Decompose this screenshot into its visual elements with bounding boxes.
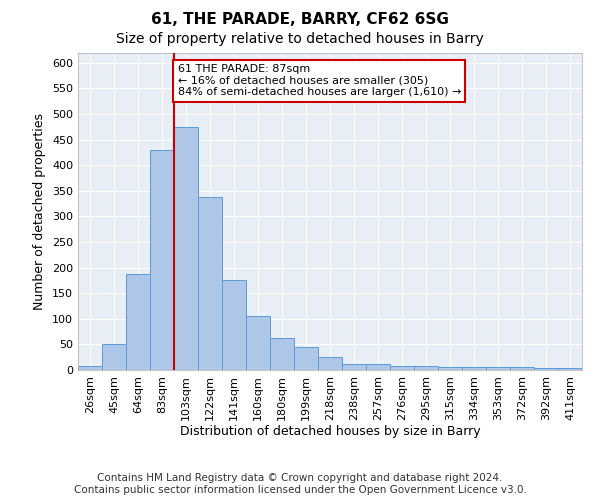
Bar — [414, 366, 438, 370]
Bar — [486, 368, 510, 370]
Bar — [270, 338, 294, 370]
Bar — [222, 280, 246, 370]
Bar — [318, 357, 342, 370]
Y-axis label: Number of detached properties: Number of detached properties — [34, 113, 46, 310]
X-axis label: Distribution of detached houses by size in Barry: Distribution of detached houses by size … — [179, 426, 481, 438]
Bar — [390, 366, 414, 370]
Bar — [438, 368, 462, 370]
Text: Contains HM Land Registry data © Crown copyright and database right 2024.
Contai: Contains HM Land Registry data © Crown c… — [74, 474, 526, 495]
Text: Size of property relative to detached houses in Barry: Size of property relative to detached ho… — [116, 32, 484, 46]
Bar — [174, 127, 198, 370]
Bar — [510, 367, 534, 370]
Bar — [534, 368, 558, 370]
Bar — [198, 197, 222, 370]
Bar — [462, 368, 486, 370]
Bar — [78, 366, 102, 370]
Bar — [342, 364, 366, 370]
Bar — [294, 347, 318, 370]
Bar — [150, 150, 174, 370]
Bar — [126, 274, 150, 370]
Bar — [246, 316, 270, 370]
Text: 61, THE PARADE, BARRY, CF62 6SG: 61, THE PARADE, BARRY, CF62 6SG — [151, 12, 449, 28]
Bar — [558, 368, 582, 370]
Text: 61 THE PARADE: 87sqm
← 16% of detached houses are smaller (305)
84% of semi-deta: 61 THE PARADE: 87sqm ← 16% of detached h… — [178, 64, 461, 98]
Bar — [366, 364, 390, 370]
Bar — [102, 344, 126, 370]
